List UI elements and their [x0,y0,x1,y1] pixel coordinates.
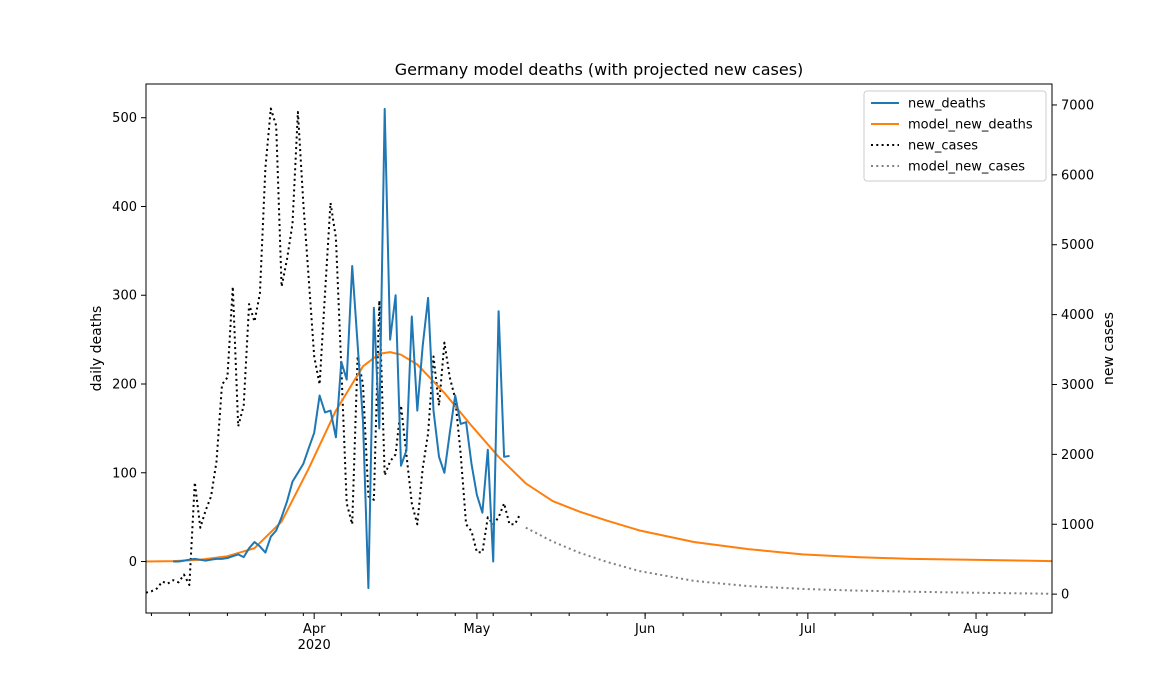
y2-tick-label: 3000 [1061,378,1094,393]
y2-tick-label: 1000 [1061,518,1094,533]
series-line-new-cases [145,107,522,594]
plot-lines [145,107,1053,595]
y-tick-label: 500 [112,111,137,126]
y-tick-label: 200 [112,378,137,393]
series-line-model-new-cases [525,526,1053,595]
series-line-new-deaths [173,107,510,590]
x-tick-label: Jun [634,622,655,637]
legend-label: model_new_deaths [908,118,1033,133]
legend-label: model_new_cases [908,160,1025,175]
y2-tick-label: 7000 [1061,98,1094,113]
y2-tick-label: 0 [1061,588,1069,603]
legend-box [863,90,1047,182]
y-tick-label: 100 [112,466,137,481]
plot-frame [145,83,1053,614]
series-line-model-new-deaths [145,351,1053,563]
y-tick-label: 0 [129,555,137,570]
x-tick-label: Jul [799,622,816,637]
legend: new_deaths model_new_deaths new_casesmodel… [863,90,1047,182]
y-tick-label: 400 [112,200,137,215]
right-y-axis: 0 1000 2000 3000 4000 5000 6000 7000 [1052,98,1094,603]
y2-tick-label: 5000 [1061,238,1094,253]
legend-label: new_deaths [908,97,986,112]
x-tick-label: Aug [963,622,988,637]
y2-tick-label: 6000 [1061,168,1094,183]
y-axis-label: daily deaths [89,306,105,392]
y2-tick-label: 2000 [1061,448,1094,463]
y2-axis-label: new cases [1101,312,1117,385]
x-tick-sublabel: 2020 [298,638,331,653]
y-tick-label: 300 [112,289,137,304]
x-tick-label: Apr [303,622,326,637]
y2-tick-label: 4000 [1061,308,1094,323]
legend-label: new_cases [908,139,978,154]
chart-title: Germany model deaths (with projected new… [395,60,804,79]
x-tick-label: May [463,622,490,637]
left-y-axis: 0 100 200 300 400 500 [112,111,146,570]
